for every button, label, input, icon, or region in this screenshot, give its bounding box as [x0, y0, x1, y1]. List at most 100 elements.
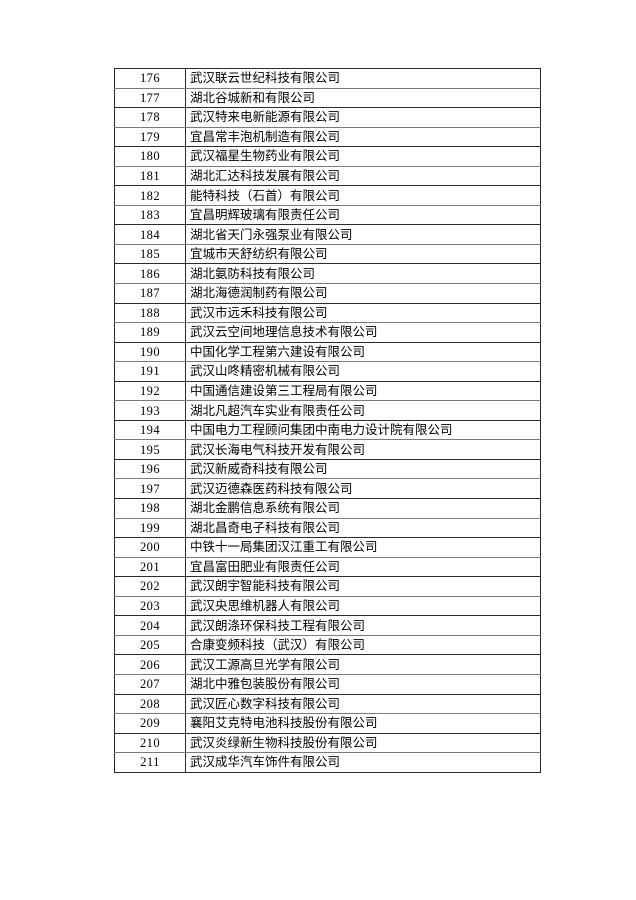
table-row: 208 武汉匠心数字科技有限公司: [114, 693, 541, 715]
table-row: 210 武汉炎绿新生物科技股份有限公司: [114, 732, 541, 754]
row-index-cell: 184: [114, 224, 186, 245]
enterprise-name-cell: 武汉新威奇科技有限公司: [185, 458, 541, 480]
row-index-cell: 202: [114, 576, 186, 597]
enterprise-name-cell: 湖北谷城新和有限公司: [185, 87, 541, 109]
table-row: 194 中国电力工程顾问集团中南电力设计院有限公司: [114, 419, 541, 441]
enterprise-name-cell: 武汉工源高旦光学有限公司: [185, 654, 541, 675]
enterprise-name-cell: 武汉匠心数字科技有限公司: [185, 693, 541, 715]
table-row: 178 武汉特来电新能源有限公司: [114, 107, 541, 128]
enterprise-name-cell: 宜昌常丰泡机制造有限公司: [185, 126, 541, 148]
table-row: 211 武汉成华汽车饰件有限公司: [114, 752, 541, 773]
table-row: 205 合康变频科技（武汉）有限公司: [114, 634, 541, 656]
enterprise-name-cell: 合康变频科技（武汉）有限公司: [185, 634, 541, 656]
enterprise-name-cell: 宜昌明辉玻璃有限责任公司: [185, 204, 541, 226]
enterprise-name-cell: 武汉山咚精密机械有限公司: [185, 361, 541, 382]
enterprise-name-cell: 武汉迈德森医药科技有限公司: [185, 478, 541, 500]
enterprise-name-cell: 中国通信建设第三工程局有限公司: [185, 380, 541, 402]
table-row: 200 中铁十一局集团汉江重工有限公司: [114, 537, 541, 558]
row-index-cell: 185: [114, 243, 186, 265]
table-row: 199 湖北昌奇电子科技有限公司: [114, 517, 541, 539]
enterprise-name-cell: 湖北氨防科技有限公司: [185, 263, 541, 285]
table-row: 181 湖北汇达科技发展有限公司: [114, 165, 541, 187]
row-index-cell: 187: [114, 283, 186, 304]
table-row: 195 武汉长海电气科技开发有限公司: [114, 439, 541, 460]
enterprise-name-cell: 中铁十一局集团汉江重工有限公司: [185, 537, 541, 558]
row-index-cell: 199: [114, 517, 186, 539]
table-row: 183 宜昌明辉玻璃有限责任公司: [114, 204, 541, 226]
table-row: 207 湖北中雅包装股份有限公司: [114, 673, 541, 695]
table-row: 204 武汉朗涤环保科技工程有限公司: [114, 615, 541, 636]
table-row: 187 湖北海德润制药有限公司: [114, 283, 541, 304]
row-index-cell: 179: [114, 126, 186, 148]
enterprise-name-cell: 宜城市天舒纺织有限公司: [185, 243, 541, 265]
table-row: 190 中国化学工程第六建设有限公司: [114, 341, 541, 363]
row-index-cell: 205: [114, 634, 186, 656]
enterprise-name-cell: 武汉朗宇智能科技有限公司: [185, 576, 541, 597]
table-row: 191 武汉山咚精密机械有限公司: [114, 361, 541, 382]
row-index-cell: 206: [114, 654, 186, 675]
table-row: 182 能特科技（石首）有限公司: [114, 185, 541, 206]
enterprise-name-cell: 湖北凡超汽车实业有限责任公司: [185, 400, 541, 421]
row-index-cell: 196: [114, 458, 186, 480]
row-index-cell: 197: [114, 478, 186, 500]
row-index-cell: 198: [114, 498, 186, 519]
row-index-cell: 204: [114, 615, 186, 636]
enterprise-name-cell: 湖北汇达科技发展有限公司: [185, 165, 541, 187]
enterprise-name-cell: 武汉云空间地理信息技术有限公司: [185, 322, 541, 343]
enterprise-name-cell: 湖北中雅包装股份有限公司: [185, 673, 541, 695]
enterprise-name-cell: 湖北海德润制药有限公司: [185, 283, 541, 304]
table-row: 192 中国通信建设第三工程局有限公司: [114, 380, 541, 402]
enterprise-list-table: 176 武汉联云世纪科技有限公司 177 湖北谷城新和有限公司 178 武汉特来电新能源有…: [114, 68, 541, 773]
row-index-cell: 194: [114, 419, 186, 441]
table-row: 202 武汉朗宇智能科技有限公司: [114, 576, 541, 597]
table-row: 206 武汉工源高旦光学有限公司: [114, 654, 541, 675]
row-index-cell: 186: [114, 263, 186, 285]
row-index-cell: 207: [114, 673, 186, 695]
enterprise-name-cell: 湖北省天门永强泵业有限公司: [185, 224, 541, 245]
enterprise-name-cell: 武汉长海电气科技开发有限公司: [185, 439, 541, 460]
row-index-cell: 191: [114, 361, 186, 382]
table-row: 184 湖北省天门永强泵业有限公司: [114, 224, 541, 245]
enterprise-name-cell: 襄阳艾克特电池科技股份有限公司: [185, 713, 541, 734]
table-row: 185 宜城市天舒纺织有限公司: [114, 243, 541, 265]
row-index-cell: 209: [114, 713, 186, 734]
table-row: 176 武汉联云世纪科技有限公司: [114, 68, 541, 89]
enterprise-name-cell: 武汉炎绿新生物科技股份有限公司: [185, 732, 541, 754]
enterprise-name-cell: 武汉朗涤环保科技工程有限公司: [185, 615, 541, 636]
row-index-cell: 189: [114, 322, 186, 343]
row-index-cell: 190: [114, 341, 186, 363]
row-index-cell: 183: [114, 204, 186, 226]
row-index-cell: 193: [114, 400, 186, 421]
enterprise-name-cell: 武汉成华汽车饰件有限公司: [185, 752, 541, 773]
row-index-cell: 210: [114, 732, 186, 754]
enterprise-name-cell: 武汉市远禾科技有限公司: [185, 302, 541, 324]
row-index-cell: 200: [114, 537, 186, 558]
row-index-cell: 188: [114, 302, 186, 324]
row-index-cell: 208: [114, 693, 186, 715]
row-index-cell: 180: [114, 146, 186, 167]
table-row: 201 宜昌富田肥业有限责任公司: [114, 556, 541, 578]
table-row: 177 湖北谷城新和有限公司: [114, 87, 541, 109]
enterprise-name-cell: 武汉央思维机器人有限公司: [185, 595, 541, 617]
enterprise-name-cell: 湖北金鹏信息系统有限公司: [185, 498, 541, 519]
table-row: 198 湖北金鹏信息系统有限公司: [114, 498, 541, 519]
row-index-cell: 176: [114, 68, 186, 89]
enterprise-name-cell: 中国电力工程顾问集团中南电力设计院有限公司: [185, 419, 541, 441]
enterprise-name-cell: 武汉特来电新能源有限公司: [185, 107, 541, 128]
table-row: 196 武汉新威奇科技有限公司: [114, 458, 541, 480]
enterprise-name-cell: 中国化学工程第六建设有限公司: [185, 341, 541, 363]
row-index-cell: 203: [114, 595, 186, 617]
table-row: 189 武汉云空间地理信息技术有限公司: [114, 322, 541, 343]
table-body: 176 武汉联云世纪科技有限公司 177 湖北谷城新和有限公司 178 武汉特来电新能源有…: [114, 68, 541, 773]
row-index-cell: 195: [114, 439, 186, 460]
row-index-cell: 181: [114, 165, 186, 187]
row-index-cell: 201: [114, 556, 186, 578]
row-index-cell: 211: [114, 752, 186, 773]
enterprise-name-cell: 宜昌富田肥业有限责任公司: [185, 556, 541, 578]
table-row: 180 武汉福星生物药业有限公司: [114, 146, 541, 167]
enterprise-name-cell: 武汉福星生物药业有限公司: [185, 146, 541, 167]
row-index-cell: 177: [114, 87, 186, 109]
table-row: 203 武汉央思维机器人有限公司: [114, 595, 541, 617]
enterprise-name-cell: 能特科技（石首）有限公司: [185, 185, 541, 206]
